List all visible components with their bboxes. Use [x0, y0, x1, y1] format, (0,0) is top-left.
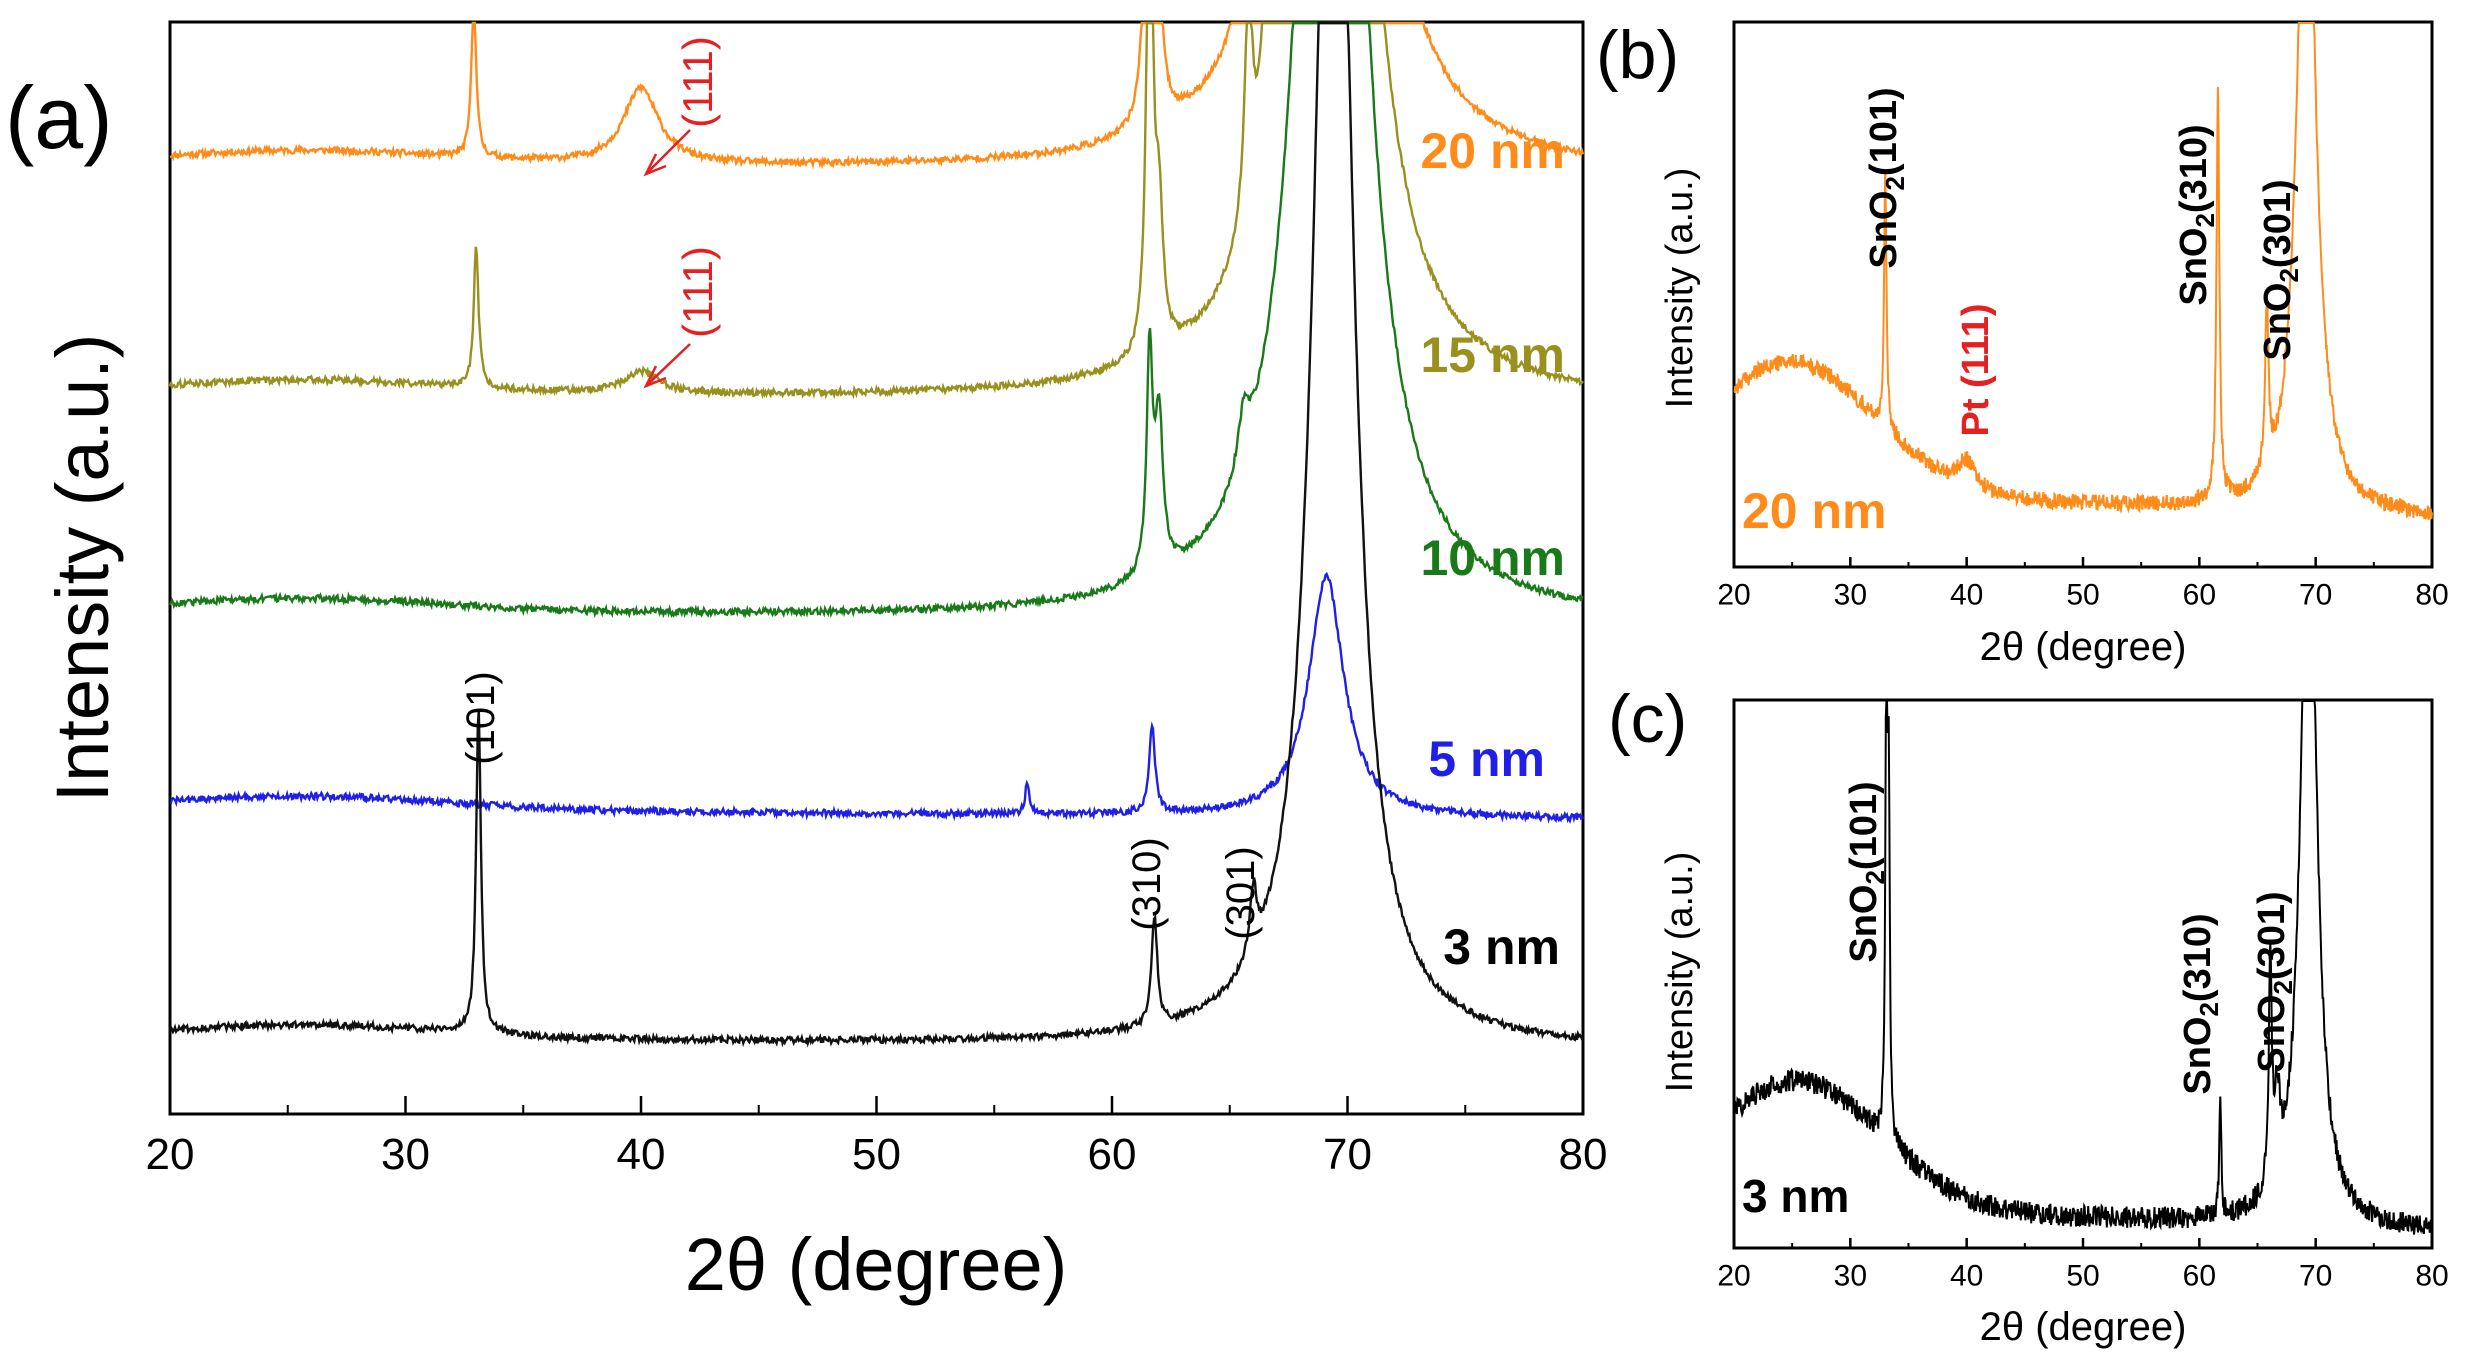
x-tick-label: 30	[381, 1130, 430, 1179]
annotation-peak-101: (101)	[459, 671, 503, 764]
panel-c-label: (c)	[1608, 681, 1687, 757]
annotation-111-mid-arrow	[647, 343, 691, 385]
x-tick-label: 50	[852, 1130, 901, 1179]
panel-c-sample-label: 3 nm	[1742, 1170, 1849, 1222]
panel-a-traces	[168, 21, 1585, 1048]
annotation-111-mid-arrowhead	[643, 365, 667, 389]
x-tick-label: 50	[2066, 1260, 2099, 1293]
x-tick-label: 20	[1717, 579, 1750, 612]
x-tick-label: 40	[617, 1130, 666, 1179]
panel-c-plot-frame	[1732, 698, 2434, 1250]
series-label-15nm: 15 nm	[1420, 327, 1565, 383]
x-tick-label: 30	[1834, 1260, 1867, 1293]
panel-c: (c) 20 30 40 50 60 70 80 2θ (degree) Intensity…	[1608, 681, 2449, 1349]
x-tick-label: 20	[146, 1130, 195, 1179]
annotation-111-mid: (111)	[643, 246, 721, 389]
annotation-b-sno2-310: SnO2(310)	[2173, 124, 2220, 305]
x-tick-label: 80	[2415, 1260, 2448, 1293]
trace-5nm	[169, 571, 1585, 825]
series-label-10nm: 10 nm	[1420, 530, 1565, 586]
series-label-5nm: 5 nm	[1428, 731, 1545, 787]
trace-15nm	[168, 21, 1584, 400]
panel-a-x-axis-label: 2θ (degree)	[685, 1223, 1068, 1306]
panel-c-x-ticks: 20 30 40 50 60 70 80	[1717, 1238, 2449, 1293]
annotation-b-sno2-301: SnO2(301)	[2257, 179, 2304, 360]
annotation-b-sno2-101: SnO2(101)	[1863, 87, 1910, 268]
x-tick-label: 80	[2415, 579, 2448, 612]
x-tick-label: 70	[2299, 1260, 2332, 1293]
series-label-3nm: 3 nm	[1443, 919, 1560, 975]
x-tick-label: 70	[2299, 579, 2332, 612]
panel-a-x-ticks: 20 30 40 50 60 70 80	[146, 1096, 1608, 1179]
annotation-b-pt-111: Pt (111)	[1955, 303, 1997, 436]
annotation-111-top-arrow	[647, 129, 691, 173]
annotation-111-top-arrowhead	[643, 153, 667, 177]
panel-b-x-axis-label: 2θ (degree)	[1980, 625, 2187, 669]
panel-a-label: (a)	[5, 68, 113, 167]
panel-b-x-ticks: 20 30 40 50 60 70 80	[1717, 557, 2449, 612]
x-tick-label: 70	[1323, 1130, 1372, 1179]
x-tick-label: 30	[1834, 579, 1867, 612]
series-label-20nm: 20 nm	[1420, 123, 1565, 179]
panel-a: (a) 20 30 40 50 60 70 80 2θ (degree) Intensity…	[5, 20, 1608, 1306]
panel-c-y-axis-label: Intensity (a.u.)	[1659, 852, 1701, 1093]
x-tick-label: 20	[1717, 1260, 1750, 1293]
x-tick-label: 60	[1088, 1130, 1137, 1179]
panel-a-y-axis-label: Intensity (a.u.)	[41, 334, 124, 803]
annotation-c-sno2-310: SnO2(310)	[2177, 913, 2224, 1094]
panel-b: (b) 20 30 40 50 60 70 80 2θ (degree) Intensity…	[1596, 17, 2449, 669]
trace-b-20nm	[1733, 22, 2433, 520]
panel-b-sample-label: 20 nm	[1742, 483, 1887, 539]
panel-b-y-axis-label: Intensity (a.u.)	[1659, 168, 1701, 409]
trace-10nm	[168, 21, 1584, 619]
trace-c-3nm	[1733, 700, 2433, 1235]
panel-b-label: (b)	[1596, 17, 1679, 93]
annotation-c-sno2-301: SnO2(301)	[2251, 891, 2298, 1072]
x-tick-label: 60	[2183, 579, 2216, 612]
annotation-peak-301: (301)	[1219, 846, 1263, 939]
annotation-peak-310: (310)	[1125, 837, 1169, 930]
x-tick-label: 60	[2183, 1260, 2216, 1293]
annotation-111-top: (111)	[643, 36, 721, 177]
annotation-c-sno2-101: SnO2(101)	[1843, 781, 1890, 962]
trace-3nm	[168, 21, 1585, 1048]
panel-c-x-axis-label: 2θ (degree)	[1980, 1305, 2187, 1349]
annotation-111-mid-text: (111)	[674, 246, 721, 338]
annotation-111-top-text: (111)	[674, 36, 721, 128]
panel-a-plot-frame	[168, 20, 1585, 1116]
x-tick-label: 80	[1559, 1130, 1608, 1179]
x-tick-label: 40	[1950, 1260, 1983, 1293]
x-tick-label: 40	[1950, 579, 1983, 612]
x-tick-label: 50	[2066, 579, 2099, 612]
